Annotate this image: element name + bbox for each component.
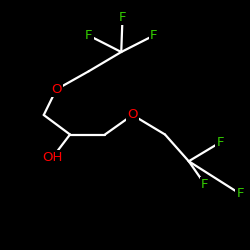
Text: OH: OH (42, 151, 63, 164)
Text: F: F (216, 136, 224, 149)
Text: F: F (236, 187, 244, 200)
Text: O: O (51, 83, 62, 96)
Text: F: F (201, 178, 209, 191)
Text: O: O (127, 108, 138, 122)
Text: F: F (150, 29, 158, 42)
Text: F: F (85, 29, 92, 42)
Text: F: F (119, 11, 126, 24)
